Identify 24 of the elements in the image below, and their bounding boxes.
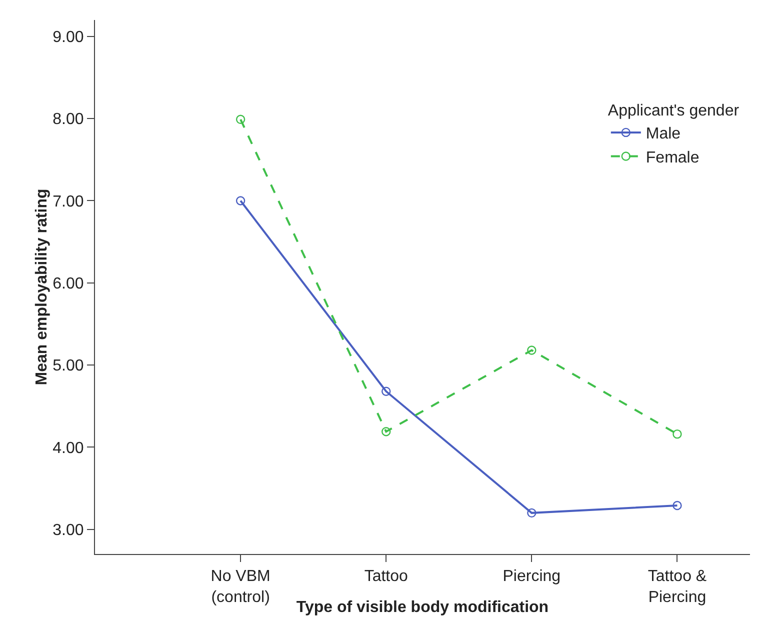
- legend-label: Female: [646, 150, 700, 166]
- point: [382, 426, 391, 436]
- y-tick-label: 4.00: [52, 440, 84, 457]
- y-tick-label: 3.00: [52, 522, 84, 539]
- legend-label: Male: [646, 126, 681, 143]
- y-tick-label: 9.00: [52, 29, 84, 46]
- y-tick-label: 5.00: [52, 358, 84, 375]
- legend-title: Applicant's gender: [608, 102, 740, 120]
- x-tick-label: Tattoo: [364, 568, 408, 586]
- x-tick-label: No VBM (control): [210, 568, 270, 606]
- point: [527, 346, 536, 355]
- x-axis-title: Type of visible body modification: [296, 599, 549, 616]
- point: [672, 429, 682, 439]
- y-tick-label: 6.00: [52, 275, 84, 292]
- point: [236, 114, 246, 124]
- x-tick-label: Piercing: [502, 568, 561, 586]
- point: [527, 508, 536, 518]
- point: [382, 386, 391, 396]
- point: [236, 196, 246, 206]
- y-tick-label: 7.00: [52, 193, 84, 210]
- y-tick-label: 8.00: [52, 111, 84, 128]
- y-axis-title: Mean employability rating: [34, 188, 51, 386]
- point: [672, 500, 682, 510]
- x-tick-label: Tattoo & Piercing: [648, 568, 707, 606]
